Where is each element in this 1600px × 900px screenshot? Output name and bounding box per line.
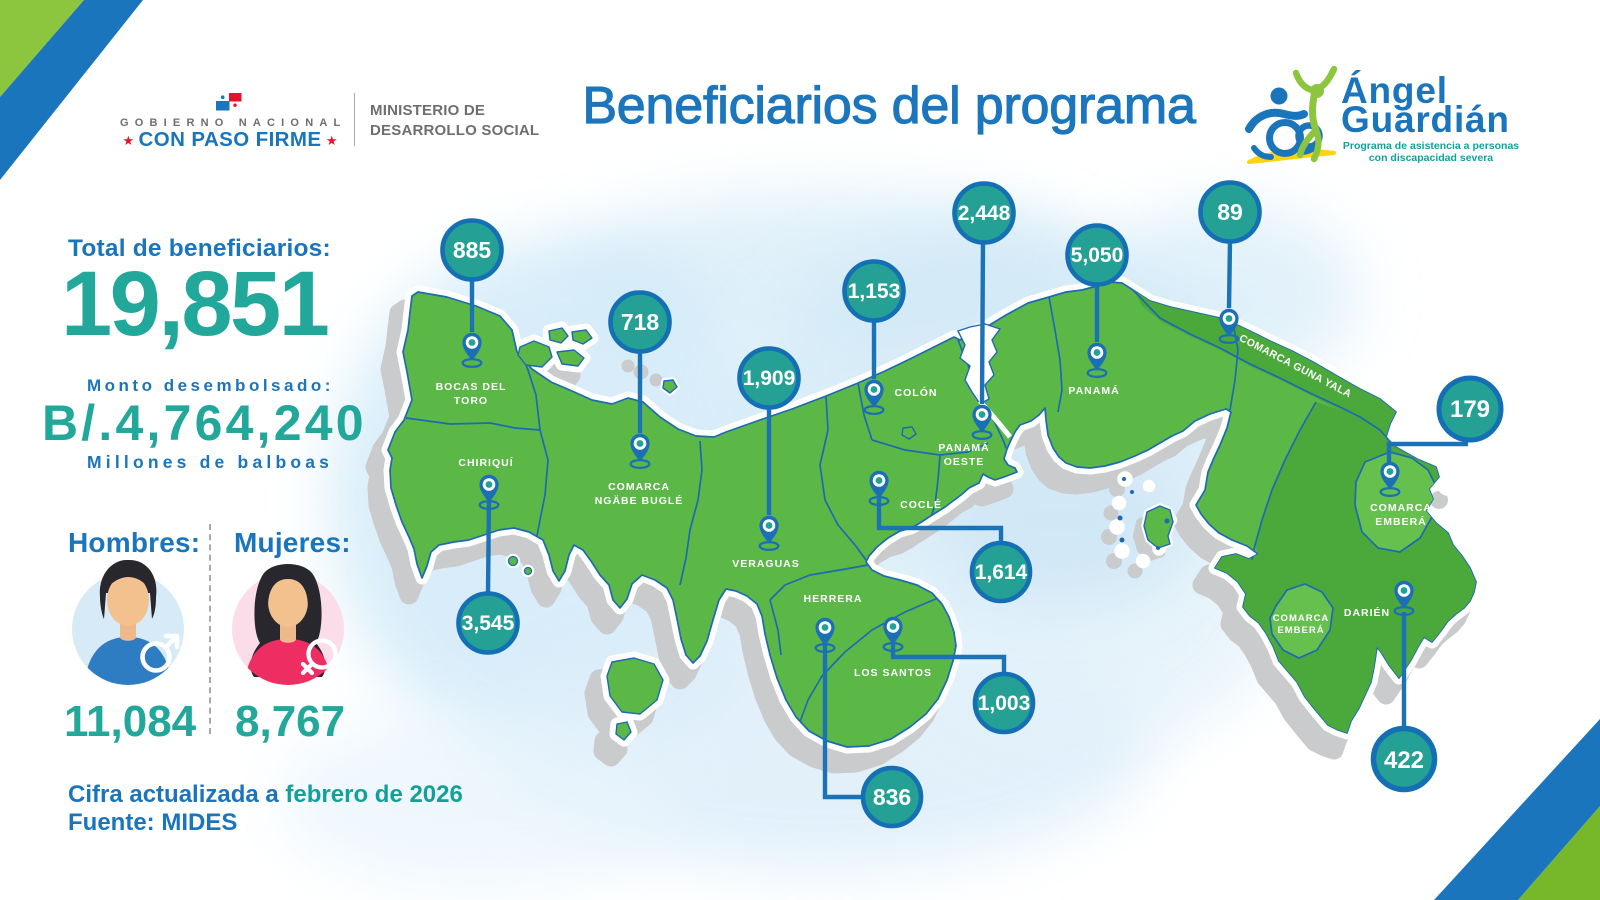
svg-text:VERAGUAS: VERAGUAS xyxy=(732,558,800,570)
svg-text:1,614: 1,614 xyxy=(975,561,1028,584)
svg-text:PANAMÁ: PANAMÁ xyxy=(1068,384,1119,397)
svg-text:1,153: 1,153 xyxy=(848,280,901,303)
svg-text:5,050: 5,050 xyxy=(1071,244,1124,267)
svg-text:718: 718 xyxy=(621,309,660,335)
svg-text:COLÓN: COLÓN xyxy=(895,386,938,399)
svg-text:EMBERÁ: EMBERÁ xyxy=(1277,625,1324,636)
svg-text:836: 836 xyxy=(873,784,911,810)
svg-text:89: 89 xyxy=(1217,199,1243,225)
svg-text:COMARCA: COMARCA xyxy=(608,481,670,493)
svg-text:1,003: 1,003 xyxy=(978,692,1031,715)
svg-text:COMARCA: COMARCA xyxy=(1370,502,1432,514)
svg-text:COCLÉ: COCLÉ xyxy=(900,498,942,511)
svg-text:COMARCA: COMARCA xyxy=(1273,613,1330,624)
svg-text:2,448: 2,448 xyxy=(958,202,1011,225)
svg-text:885: 885 xyxy=(453,237,492,263)
svg-text:HERRERA: HERRERA xyxy=(804,593,863,605)
svg-text:3,545: 3,545 xyxy=(462,612,515,635)
svg-text:PANAMÁ: PANAMÁ xyxy=(938,441,989,454)
svg-text:COMARCA GUNA YALA: COMARCA GUNA YALA xyxy=(1237,332,1353,400)
svg-text:CHIRIQUÍ: CHIRIQUÍ xyxy=(458,456,513,469)
svg-text:NGÄBE BUGLÉ: NGÄBE BUGLÉ xyxy=(595,494,684,507)
svg-text:EMBERÁ: EMBERÁ xyxy=(1375,515,1427,528)
svg-text:179: 179 xyxy=(1450,396,1490,423)
svg-text:1,909: 1,909 xyxy=(743,367,796,390)
svg-text:OESTE: OESTE xyxy=(944,456,985,468)
svg-text:LOS SANTOS: LOS SANTOS xyxy=(854,667,932,679)
svg-text:TORO: TORO xyxy=(454,395,488,407)
svg-text:BOCAS DEL: BOCAS DEL xyxy=(436,381,507,393)
svg-text:422: 422 xyxy=(1384,747,1424,774)
svg-text:DARIÉN: DARIÉN xyxy=(1344,606,1390,619)
